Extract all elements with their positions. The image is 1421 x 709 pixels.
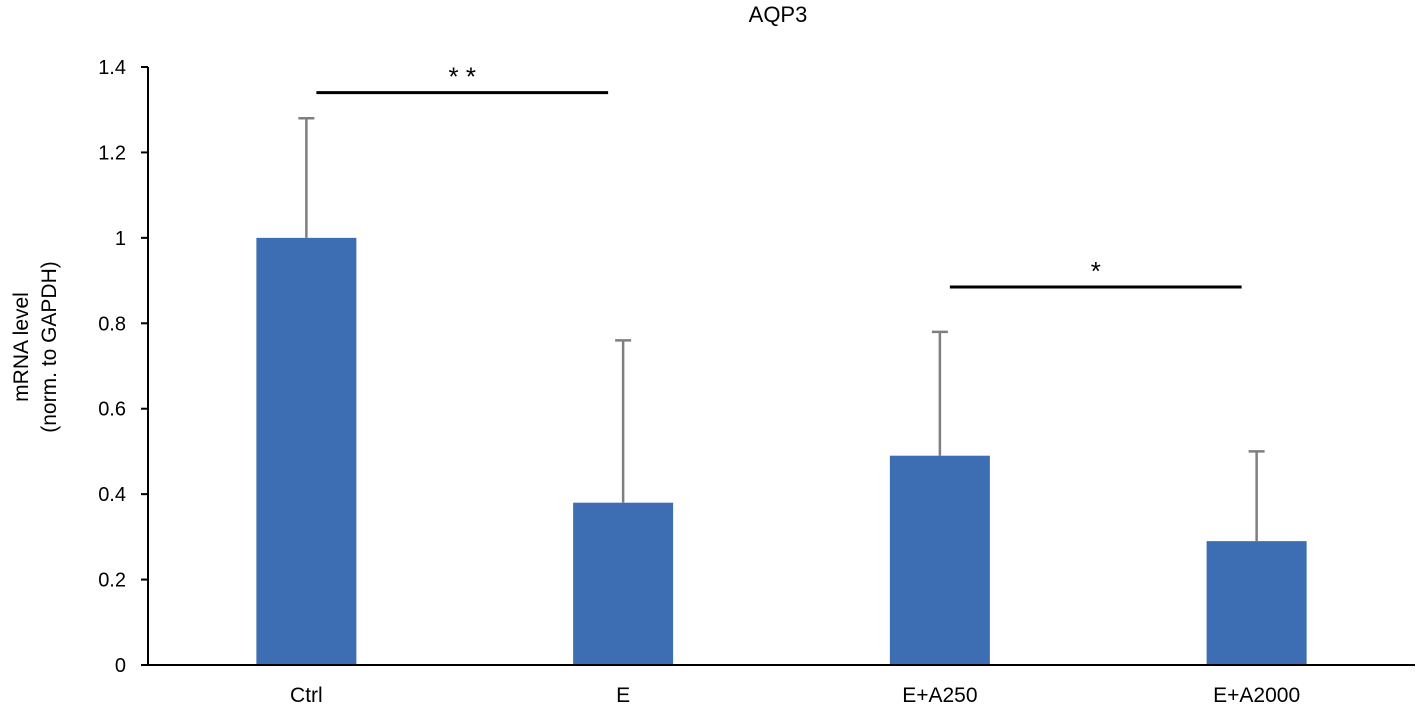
y-tick-label: 1.2: [98, 142, 126, 164]
significance-label: *: [1091, 256, 1101, 286]
x-category-label: E: [616, 684, 630, 707]
significance-annotations: * * *: [316, 62, 1242, 289]
y-tick-label: 0.8: [98, 313, 126, 335]
bar-e-a2000: [1206, 541, 1307, 665]
bars-group: [256, 237, 1307, 665]
y-tick-label: 0.4: [98, 484, 126, 506]
y-tick-label: 0.6: [98, 399, 126, 421]
y-axis-ticks: 0 0.2 0.4 0.6 0.8 1 1.2 1.4: [98, 57, 148, 677]
y-axis-label-line1: mRNA level: [10, 292, 33, 402]
y-tick-label: 0: [115, 655, 126, 677]
y-axis-label-line2: (norm. to GAPDH): [38, 261, 61, 433]
y-axis-label: mRNA level (norm. to GAPDH): [10, 261, 61, 433]
significance-label: * *: [449, 62, 476, 92]
x-category-label: E+A250: [902, 684, 977, 707]
bar-e-a250: [889, 455, 990, 665]
y-tick-label: 1: [115, 228, 126, 250]
y-tick-label: 0.2: [98, 570, 126, 592]
error-bars-group: [298, 117, 1265, 542]
chart-title: AQP3: [749, 2, 808, 27]
bar-e: [573, 502, 674, 665]
y-tick-label: 1.4: [98, 57, 126, 79]
x-axis-category-labels: Ctrl E E+A250 E+A2000: [290, 684, 1300, 707]
x-category-label: E+A2000: [1213, 684, 1300, 707]
bar-ctrl: [256, 237, 357, 665]
x-category-label: Ctrl: [290, 684, 323, 707]
